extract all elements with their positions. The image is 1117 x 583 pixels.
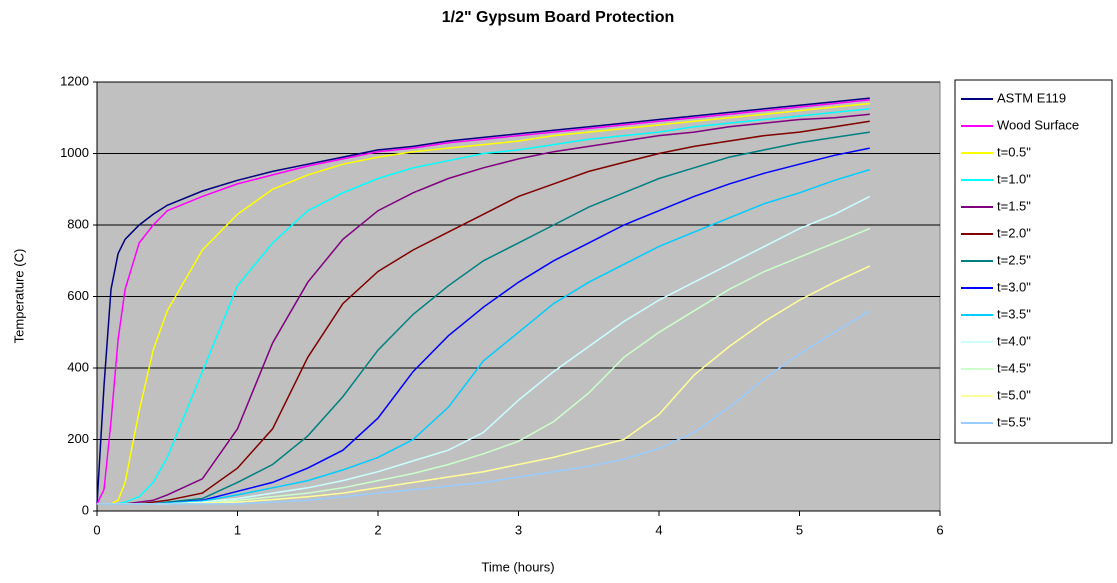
legend-label: t=2.5"	[997, 252, 1031, 267]
y-tick-label: 600	[67, 288, 89, 303]
series-line	[96, 99, 870, 505]
legend-label: t=5.0"	[997, 387, 1031, 402]
legend-label: Wood Surface	[997, 117, 1079, 132]
legend-label: t=1.5"	[997, 198, 1031, 213]
series-line	[97, 108, 870, 505]
x-tick-label: 2	[374, 522, 381, 537]
x-tick-label: 0	[93, 522, 100, 537]
legend-label: t=1.0"	[997, 171, 1031, 186]
y-tick-label: 0	[82, 502, 89, 517]
legend-label: t=3.0"	[997, 279, 1031, 294]
legend-label: ASTM E119	[997, 90, 1066, 105]
y-tick-label: 800	[67, 216, 89, 231]
series-line	[96, 97, 870, 504]
x-tick-label: 4	[655, 522, 662, 537]
legend-label: t=4.5"	[997, 360, 1031, 375]
x-tick-label: 3	[515, 522, 522, 537]
y-axis-label: Temperature (C)	[11, 249, 26, 344]
legend-label: t=3.5"	[997, 306, 1031, 321]
y-tick-label: 1000	[60, 145, 89, 160]
x-axis-label: Time (hours)	[481, 559, 554, 574]
series-line	[97, 102, 870, 505]
y-tick-label: 400	[67, 359, 89, 374]
x-tick-label: 1	[234, 522, 241, 537]
chart-title: 1/2" Gypsum Board Protection	[442, 9, 675, 26]
legend-label: t=0.5"	[997, 144, 1031, 159]
legend-label: t=2.0"	[997, 225, 1031, 240]
x-tick-label: 5	[796, 522, 803, 537]
x-tick-label: 6	[936, 522, 943, 537]
legend-label: t=4.0"	[997, 333, 1031, 348]
legend-label: t=5.5"	[997, 414, 1031, 429]
series-line	[97, 310, 871, 505]
y-tick-label: 1200	[60, 73, 89, 88]
y-tick-label: 200	[67, 431, 89, 446]
series-line	[97, 113, 870, 505]
